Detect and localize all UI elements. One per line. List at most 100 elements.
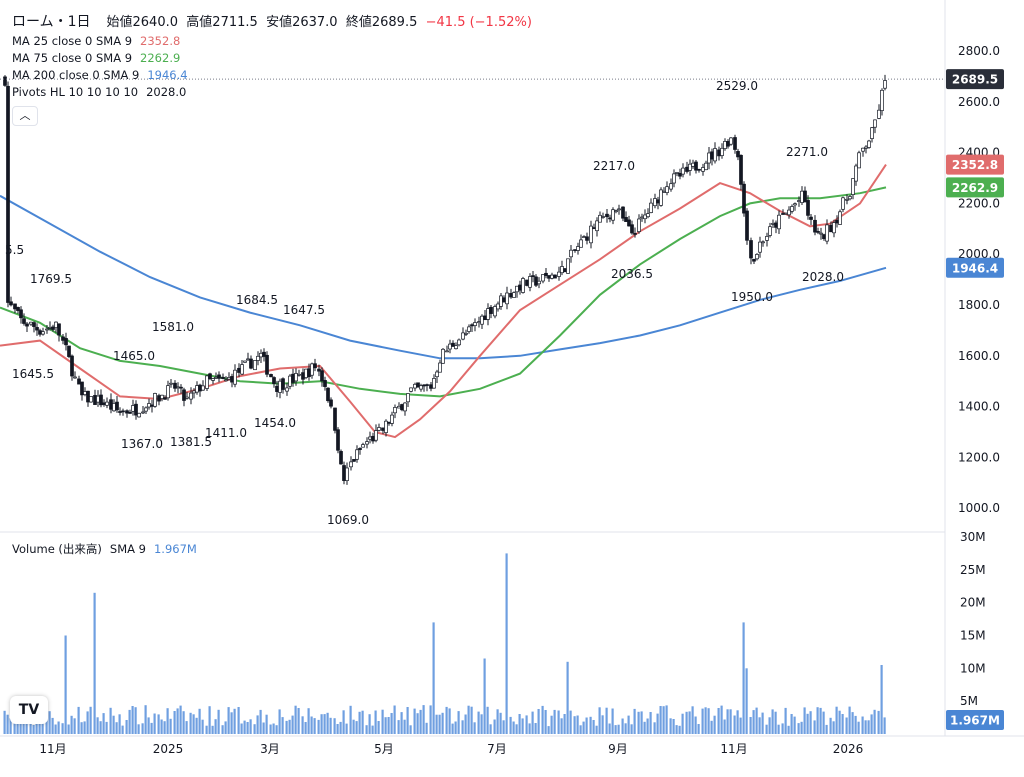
volume-bar bbox=[214, 719, 217, 734]
volume-bar bbox=[342, 710, 345, 734]
symbol-title[interactable]: ローム・1日 bbox=[12, 14, 91, 30]
volume-bar bbox=[368, 714, 371, 734]
volume-bar bbox=[64, 635, 67, 734]
volume-bar bbox=[118, 714, 121, 734]
indicator-ma75[interactable]: MA 75 close 0 SMA 9 2262.9 bbox=[12, 50, 532, 67]
candle-body bbox=[806, 200, 810, 216]
volume-bar bbox=[390, 713, 393, 734]
candle-body bbox=[752, 259, 756, 262]
volume-bar bbox=[278, 709, 281, 734]
indicator-ma200[interactable]: MA 200 close 0 SMA 9 1946.4 bbox=[12, 67, 532, 84]
candle-body bbox=[854, 165, 858, 182]
candle-body bbox=[873, 119, 877, 128]
pivot-label: 2529.0 bbox=[716, 79, 758, 93]
pivot-label: 1950.0 bbox=[731, 290, 773, 304]
volume-bar bbox=[189, 712, 192, 734]
candle-body bbox=[137, 412, 141, 418]
volume-bar bbox=[457, 711, 460, 734]
volume-bar bbox=[825, 724, 828, 734]
volume-bar bbox=[144, 705, 147, 734]
volume-bar bbox=[649, 712, 652, 734]
tradingview-logo[interactable]: TV bbox=[10, 696, 48, 724]
indicator-ma25[interactable]: MA 25 close 0 SMA 9 2352.8 bbox=[12, 33, 532, 50]
candle-body bbox=[333, 407, 337, 431]
candle-body bbox=[185, 396, 189, 399]
pivot-label: 1769.5 bbox=[30, 272, 72, 286]
change-value: −41.5 (−1.52%) bbox=[425, 15, 532, 30]
volume-bar bbox=[608, 723, 611, 734]
volume-bar bbox=[77, 706, 80, 734]
volume-bar bbox=[125, 720, 128, 734]
volume-value: 1.967M bbox=[153, 542, 197, 556]
volume-bar bbox=[579, 725, 582, 734]
candle-body bbox=[365, 441, 369, 445]
volume-bar bbox=[470, 706, 473, 734]
volume-bar bbox=[665, 705, 668, 734]
volume-bar bbox=[397, 720, 400, 734]
volume-bar bbox=[349, 705, 352, 734]
volume-bar bbox=[633, 708, 636, 734]
volume-bar bbox=[816, 707, 819, 734]
volume-bar bbox=[32, 725, 35, 734]
time-tick-label: 5月 bbox=[374, 742, 394, 756]
candle-body bbox=[781, 213, 785, 215]
volume-bar bbox=[275, 725, 278, 734]
candle-body bbox=[361, 444, 365, 448]
candle-body bbox=[477, 321, 481, 324]
collapse-legend-button[interactable]: ︿ bbox=[12, 106, 38, 126]
volume-bar bbox=[861, 716, 864, 734]
volume-bar bbox=[422, 705, 425, 734]
volume-bar bbox=[217, 709, 220, 734]
candle-body bbox=[736, 151, 740, 158]
candle-body bbox=[393, 407, 397, 414]
candle-body bbox=[390, 414, 394, 424]
volume-name: Volume (出来高) bbox=[12, 542, 102, 556]
volume-bar bbox=[160, 719, 163, 734]
candle-body bbox=[208, 373, 212, 380]
price-badge bbox=[946, 69, 1004, 90]
volume-bar bbox=[345, 723, 348, 734]
volume-badge bbox=[946, 710, 1004, 730]
candle-body bbox=[582, 236, 586, 238]
volume-bar bbox=[685, 711, 688, 734]
open-value: 2640.0 bbox=[132, 15, 179, 30]
volume-bar bbox=[525, 715, 528, 734]
ma200-line bbox=[0, 194, 887, 360]
volume-bar bbox=[537, 709, 540, 734]
symbol-header: ローム・1日 始値2640.0 高値2711.5 安値2637.0 終値2689… bbox=[12, 12, 532, 33]
candle-body bbox=[384, 420, 388, 433]
candle-body bbox=[112, 403, 116, 412]
ma75-line bbox=[0, 186, 887, 398]
volume-bar bbox=[361, 710, 364, 734]
volume-tick-label: 25M bbox=[960, 563, 986, 577]
candle-body bbox=[179, 386, 183, 389]
candle-body bbox=[355, 449, 359, 460]
volume-bar bbox=[813, 720, 816, 734]
candle-body bbox=[521, 278, 525, 293]
candle-body bbox=[544, 272, 548, 276]
candle-body bbox=[649, 202, 653, 213]
volume-bar bbox=[883, 717, 886, 734]
volume-bar bbox=[630, 724, 633, 734]
close-value: 2689.5 bbox=[371, 15, 418, 30]
candles-group bbox=[3, 74, 887, 485]
candle-body bbox=[166, 385, 170, 399]
candle-body bbox=[669, 183, 673, 190]
candle-body bbox=[256, 355, 260, 361]
candle-body bbox=[176, 386, 180, 389]
volume-bar bbox=[109, 707, 112, 734]
volume-legend[interactable]: Volume (出来高) SMA 9 1.967M bbox=[12, 541, 197, 557]
candle-body bbox=[486, 308, 490, 320]
volume-bar bbox=[822, 711, 825, 734]
price-tick-label: 1800.0 bbox=[958, 298, 1000, 312]
candle-body bbox=[160, 394, 164, 399]
volume-bar bbox=[720, 705, 723, 734]
volume-bar bbox=[541, 705, 544, 734]
volume-bar bbox=[406, 707, 409, 734]
candle-body bbox=[352, 459, 356, 462]
volume-bar bbox=[637, 711, 640, 734]
volume-bar bbox=[272, 723, 275, 734]
indicator-pivots[interactable]: Pivots HL 10 10 10 10 2028.0 bbox=[12, 84, 532, 101]
